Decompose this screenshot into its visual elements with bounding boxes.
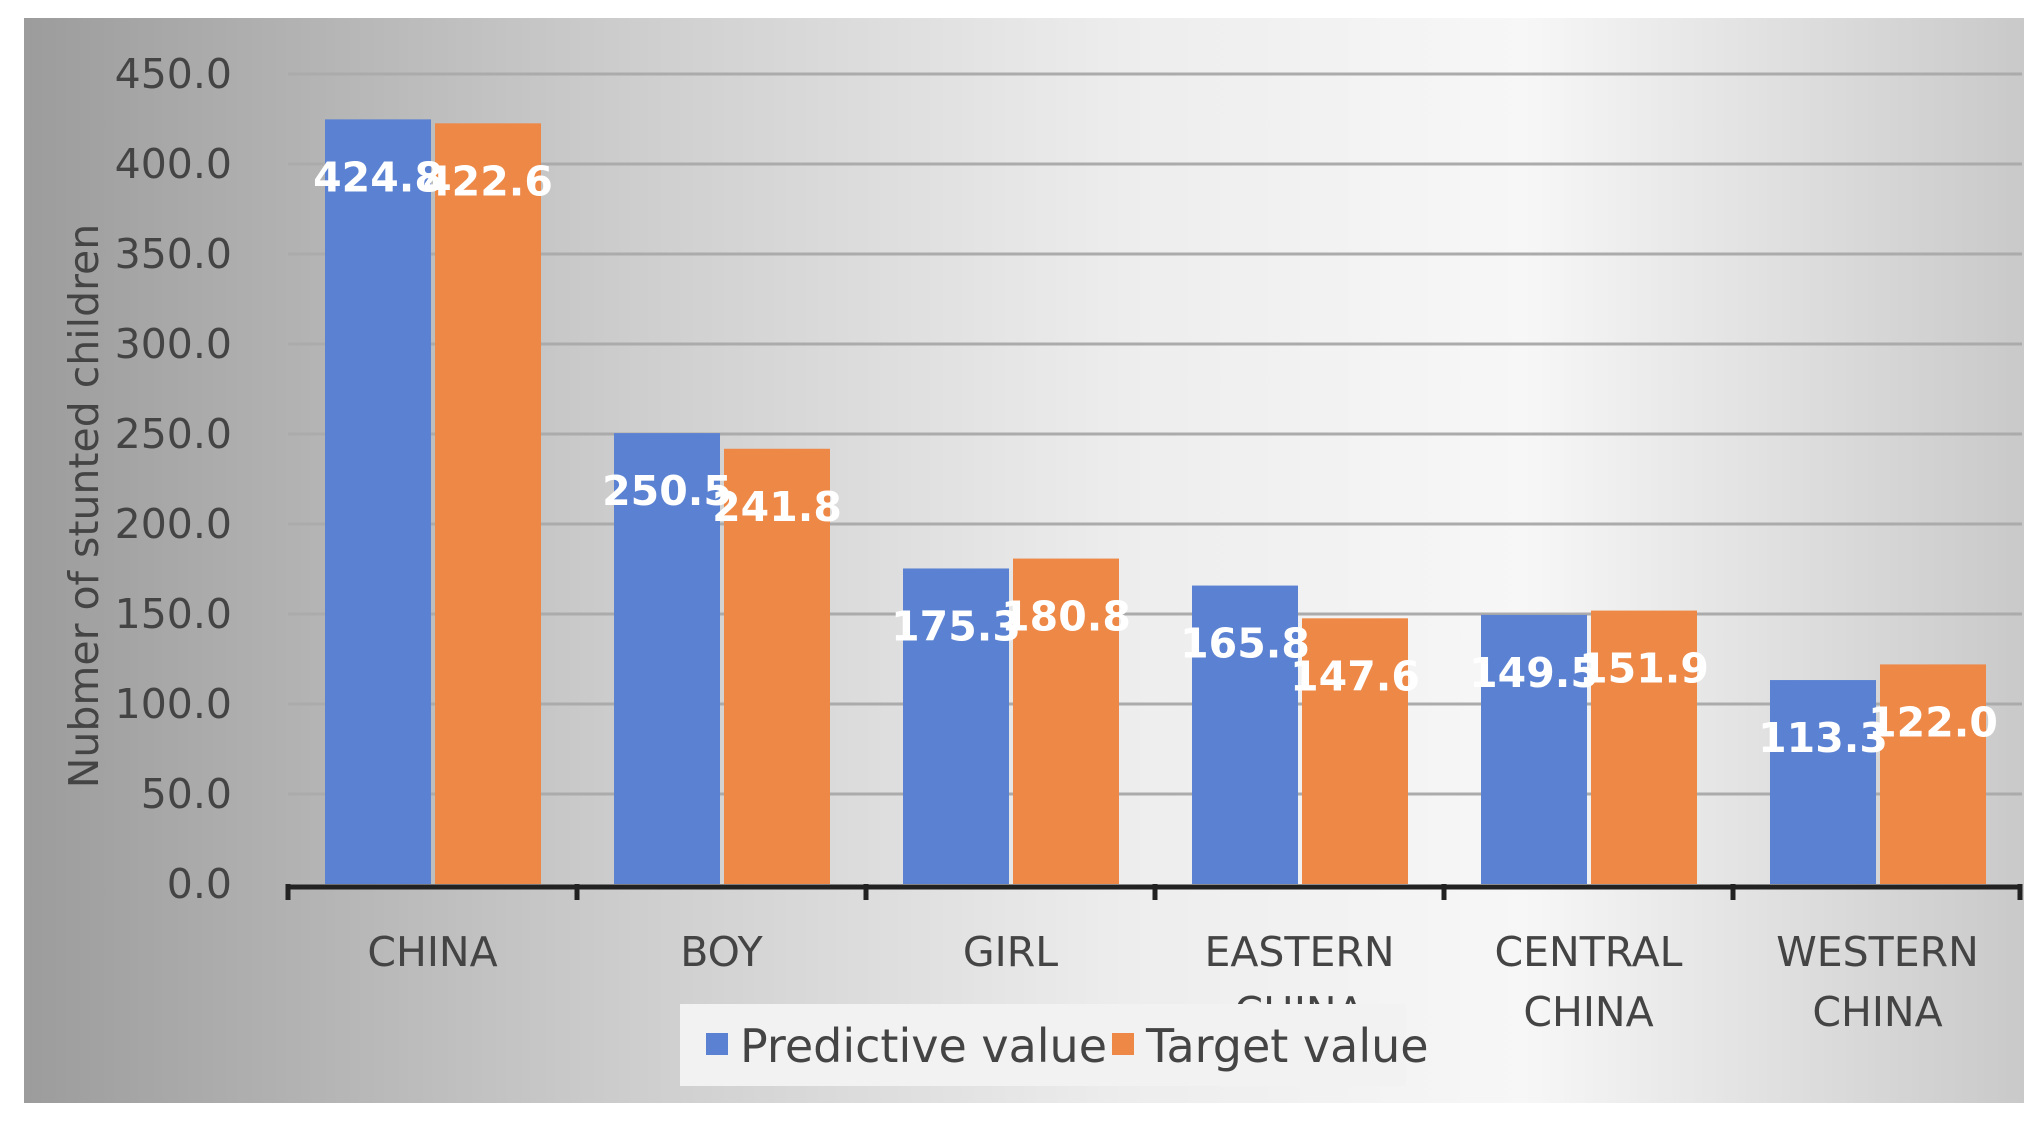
category-label: GIRL [963,928,1058,976]
data-label: 424.8 [313,153,443,201]
category-label: CENTRAL [1495,928,1683,976]
legend-background [680,1004,1406,1086]
data-label: 149.5 [1469,649,1599,697]
category-label: CHINA [1523,988,1653,1036]
bar-chart: 0.0 50.0 100.0 150.0 200.0 250.0 300.0 350.0 400… [60,50,2023,1086]
data-label: 175.3 [891,602,1021,650]
y-tick-label: 400.0 [115,140,232,188]
bar-target [1302,618,1408,884]
y-tick-label: 100.0 [115,680,232,728]
y-tick-label: 150.0 [115,590,232,638]
legend-swatch-predictive [706,1033,728,1055]
data-label: 113.3 [1758,714,1888,762]
data-label: 250.5 [602,467,732,515]
category-label: WESTERN [1776,928,1979,976]
bars [325,119,1986,885]
y-tick-label: 350.0 [115,230,232,278]
data-label: 422.6 [423,157,553,205]
category-label: EASTERN [1204,928,1394,976]
data-label: 151.9 [1579,645,1709,693]
bar-target [724,448,830,884]
bar-predictive [325,119,431,885]
bar-target [1013,558,1119,884]
y-tick-label: 50.0 [141,770,232,818]
y-tick-label: 200.0 [115,500,232,548]
bar-predictive [903,568,1009,884]
data-label: 147.6 [1290,652,1420,700]
data-label: 122.0 [1868,698,1998,746]
bar-target [1880,664,1986,884]
bar-target [1591,610,1697,884]
y-axis-ticks: 0.0 50.0 100.0 150.0 200.0 250.0 300.0 350.0 400… [115,50,232,908]
chart-area: 0.0 50.0 100.0 150.0 200.0 250.0 300.0 350.0 400… [24,18,2024,1103]
y-tick-label: 450.0 [115,50,232,98]
data-label: 165.8 [1180,620,1310,668]
bar-predictive [1770,680,1876,884]
bar-predictive [1481,614,1587,884]
gridlines [288,72,2022,796]
bar-predictive [614,433,720,884]
category-label: CHINA [1812,988,1942,1036]
y-tick-label: 300.0 [115,320,232,368]
bar-predictive [1192,585,1298,884]
data-label: 180.8 [1001,593,1131,641]
legend-label-predictive: Predictive value [740,1019,1107,1073]
y-tick-label: 250.0 [115,410,232,458]
x-axis [285,884,2023,900]
data-label: 241.8 [712,483,842,531]
legend: Predictive value Target value [680,1004,1429,1086]
category-label: CHINA [367,928,497,976]
y-tick-label: 0.0 [167,860,232,908]
legend-swatch-target [1112,1033,1134,1055]
y-axis-title: Nubmer of stunted children [60,224,108,789]
legend-label-target: Target value [1145,1019,1429,1073]
category-label: BOY [680,928,763,976]
bar-target [435,123,541,884]
